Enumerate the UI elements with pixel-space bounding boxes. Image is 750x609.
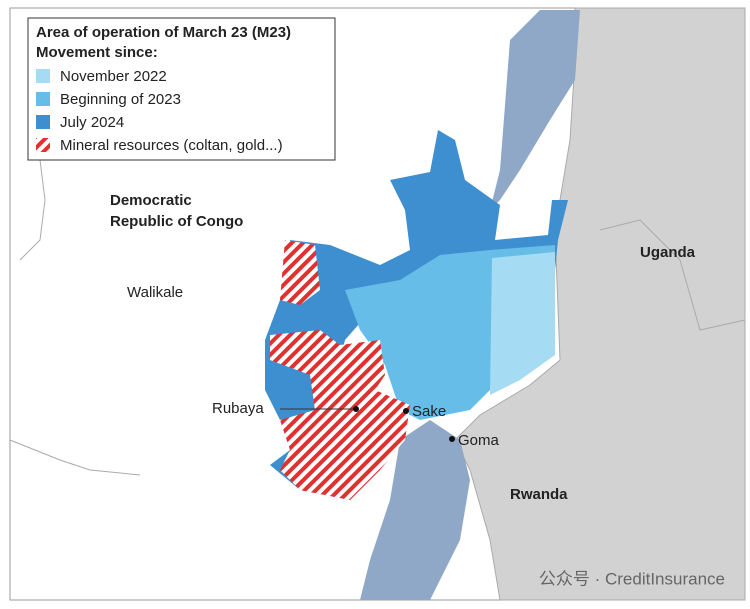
area-2022 <box>490 252 555 395</box>
town-label: Goma <box>458 432 500 449</box>
legend-swatch <box>36 138 50 152</box>
country-label: Rwanda <box>510 486 568 503</box>
country-label: Uganda <box>640 244 696 261</box>
lake-edward <box>490 10 580 210</box>
mineral-area <box>270 330 410 500</box>
legend: Area of operation of March 23 (M23) Move… <box>27 17 336 161</box>
area-2023 <box>345 245 555 420</box>
legend-item: July 2024 <box>60 114 124 131</box>
neighbor-countries <box>454 7 746 601</box>
legend-item: Beginning of 2023 <box>60 91 181 108</box>
lake-kivu <box>360 420 470 600</box>
country-label: Democratic <box>110 192 192 209</box>
town-dot <box>403 408 409 414</box>
legend-swatch <box>36 115 50 129</box>
town-dot <box>449 436 455 442</box>
border <box>9 439 141 476</box>
town-label: Rubaya <box>212 400 264 417</box>
watermark: 公众号 · CreditInsurance <box>539 569 725 588</box>
legend-item: Mineral resources (coltan, gold...) <box>60 137 283 154</box>
legend-title: Area of operation of March 23 (M23) <box>36 24 291 41</box>
country-label: Republic of Congo <box>110 213 243 230</box>
legend-subtitle: Movement since: <box>36 44 158 61</box>
legend-swatch <box>36 92 50 106</box>
town-label: Sake <box>412 403 446 420</box>
legend-item: November 2022 <box>60 68 167 85</box>
border <box>599 219 746 331</box>
border <box>19 159 46 261</box>
legend-swatch <box>36 69 50 83</box>
town-label: Walikale <box>127 284 183 301</box>
mineral-area <box>280 240 320 305</box>
town-dot <box>353 406 359 412</box>
